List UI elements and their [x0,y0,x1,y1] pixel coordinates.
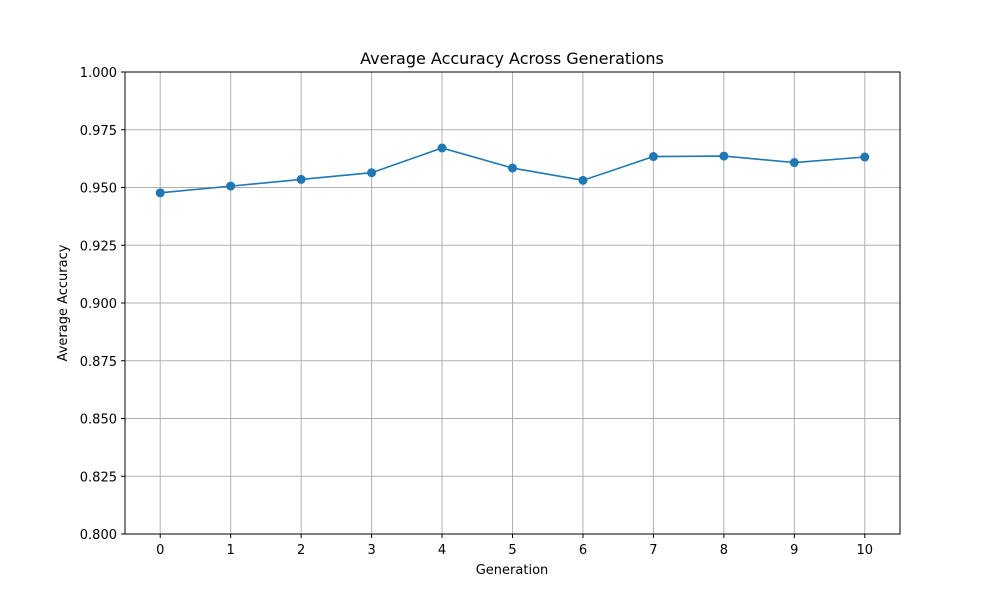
y-tick-label: 1.000 [80,66,117,81]
data-point [508,163,517,173]
y-tick-label: 0.800 [80,528,117,543]
data-point [578,175,588,185]
x-tick-label: 0 [156,543,164,558]
series-group [155,143,870,198]
data-point [226,181,236,191]
data-point [367,168,377,178]
y-axis-label: Average Accuracy [56,244,71,361]
chart-title: Average Accuracy Across Generations [360,49,664,68]
x-tick-label: 8 [720,543,728,558]
y-tick-label: 0.925 [80,239,117,254]
data-point [719,151,729,161]
data-point [648,152,658,162]
data-point [437,143,447,153]
y-tick-label: 0.950 [80,182,117,197]
x-tick-label: 1 [227,543,235,558]
x-tick-label: 3 [367,543,375,558]
y-tick-label: 0.875 [80,355,117,370]
data-point [155,188,165,198]
y-tick-label: 0.825 [80,470,117,485]
y-tick-label: 0.975 [80,124,117,139]
x-axis-label: Generation [476,563,549,578]
x-tick-label: 7 [649,543,657,558]
x-tick-label: 9 [790,543,798,558]
grid [125,71,900,535]
x-tick-label: 6 [579,543,587,558]
data-point [860,152,870,162]
x-tick-label: 4 [438,543,446,558]
plot-frame [124,71,901,535]
axis-ticks: 0 1 2 3 4 5 6 7 8 9 10 0.800 0.825 0.850 0.875 0.900 0.9… [80,66,873,558]
x-tick-label: 2 [297,543,305,558]
data-point [296,174,306,184]
x-tick-label: 10 [856,543,873,558]
y-tick-label: 0.900 [80,297,117,312]
y-tick-label: 0.850 [80,413,117,428]
x-tick-label: 5 [508,543,516,558]
data-point [789,158,799,168]
